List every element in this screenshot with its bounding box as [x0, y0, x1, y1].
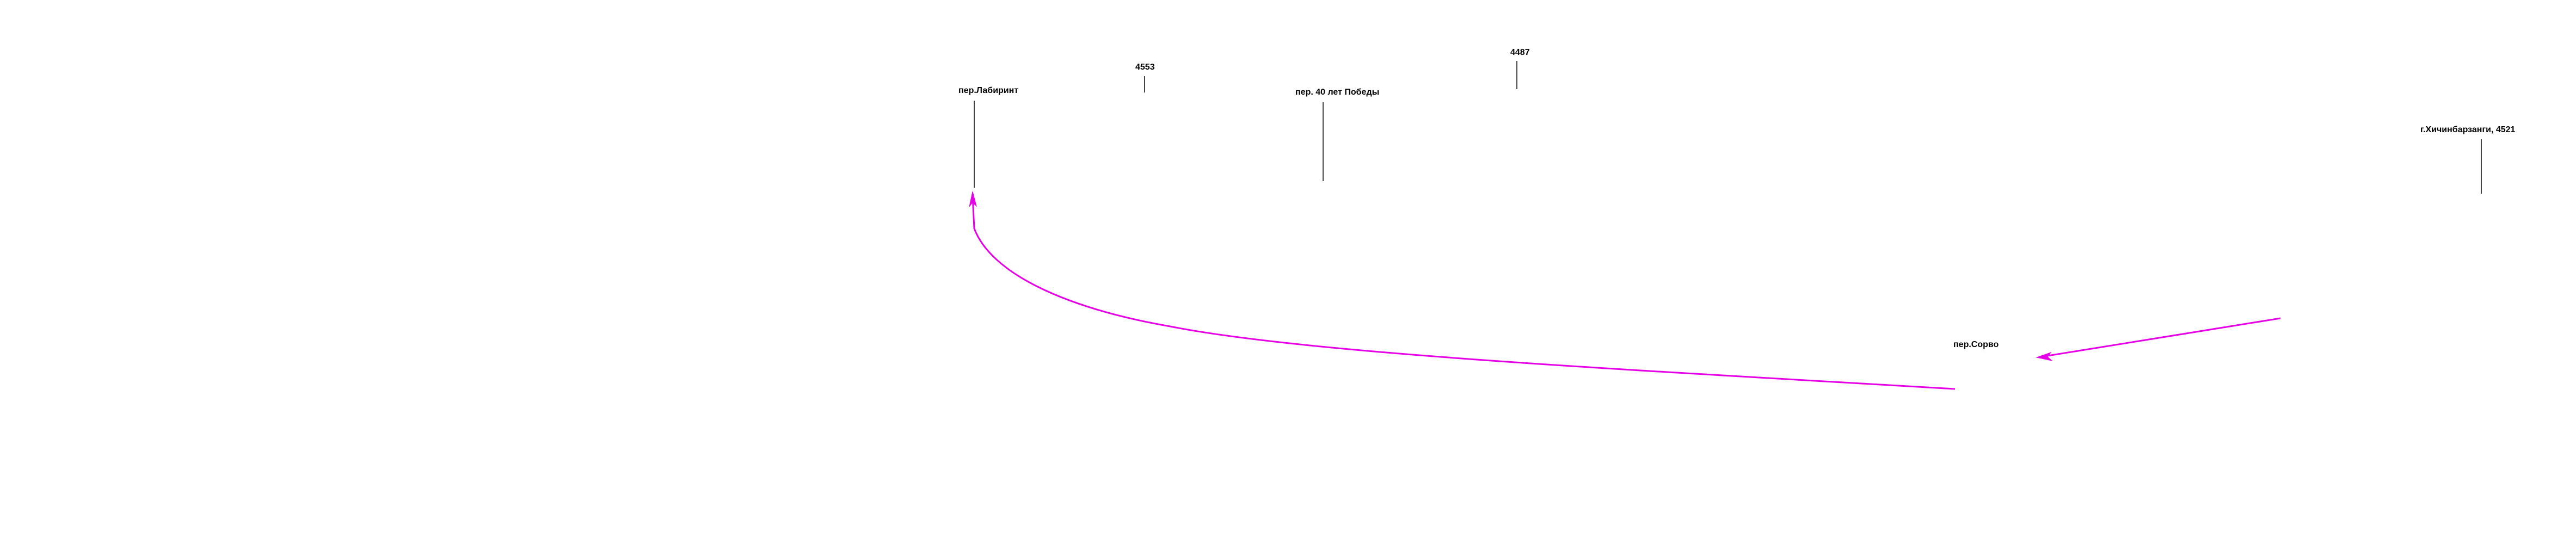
peak-label-khichinbarzangi: г.Хичинбарзанги, 4521 — [2420, 125, 2516, 134]
peak-marker-4553 — [1144, 76, 1145, 92]
peak-label-4553: 4553 — [1135, 63, 1155, 72]
pass-marker-labirint — [974, 101, 975, 188]
pass-label-labirint: пер.Лабиринт — [958, 86, 1019, 95]
pass-marker-40-let-pobedy — [1323, 102, 1324, 181]
peak-marker-4487 — [1516, 61, 1517, 89]
peak-label-4487: 4487 — [1510, 48, 1530, 57]
route-segment-to-sorvo[interactable] — [2040, 317, 2281, 358]
route-segment-to-labirint[interactable] — [972, 195, 1956, 390]
peak-marker-khichinbarzangi — [2481, 139, 2482, 194]
pass-label-40-let-pobedy: пер. 40 лет Победы — [1295, 88, 1380, 97]
pass-label-sorvo: пер.Сорво — [1953, 340, 1999, 349]
route-arrow-sorvo — [2036, 351, 2053, 361]
route-arrow-labirint — [969, 191, 977, 207]
